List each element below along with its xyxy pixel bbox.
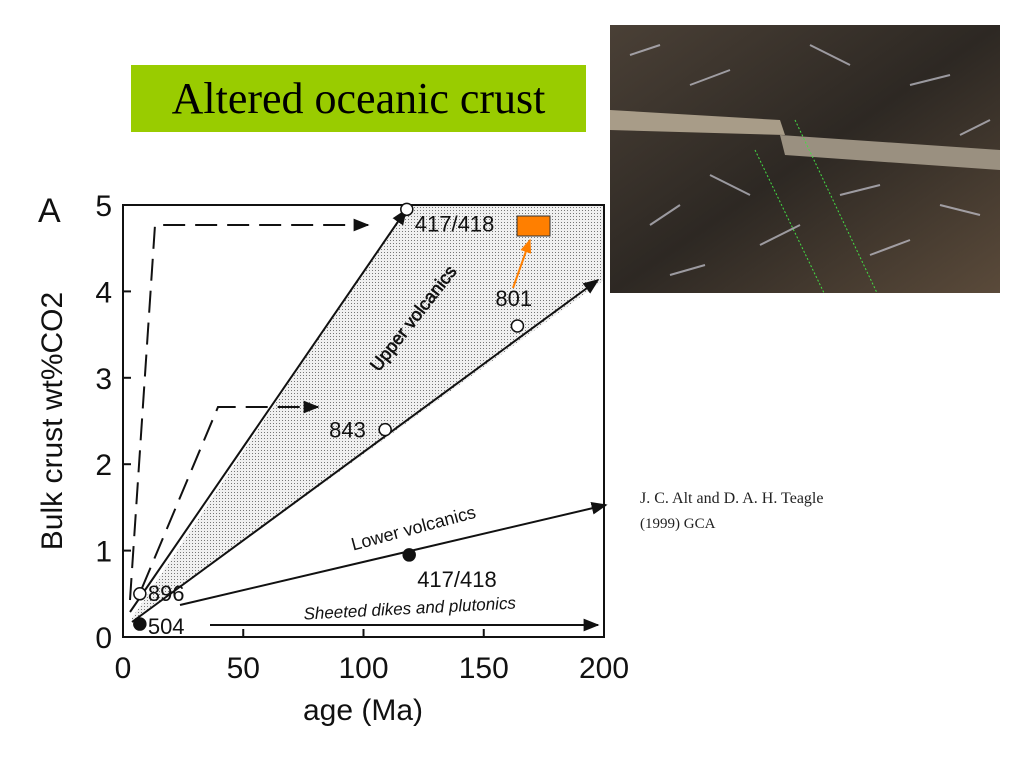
annotation: Lower volcanics: [349, 502, 478, 554]
highlight-box: [516, 215, 551, 237]
y-tick-label: 5: [95, 190, 112, 223]
point-label: 417/418: [415, 211, 495, 236]
x-tick-label: 200: [579, 652, 629, 685]
y-tick-label: 1: [95, 536, 112, 569]
y-tick-label: 3: [95, 363, 112, 396]
point-label: 504: [148, 614, 185, 639]
x-tick-label: 150: [459, 652, 509, 685]
point-label: 417/418: [417, 567, 497, 592]
data-point: [402, 548, 416, 562]
x-axis-label: age (Ma): [303, 694, 423, 727]
data-point: [400, 202, 414, 217]
dashed-path: [141, 400, 320, 589]
data-point: [378, 422, 392, 437]
x-tick-label: 50: [227, 652, 260, 685]
dashed-path: [129, 218, 370, 601]
trend-line: [131, 279, 600, 623]
trend-line: [129, 208, 407, 613]
data-point: [510, 319, 525, 333]
panel-label: A: [38, 192, 61, 230]
data-point: [133, 587, 147, 601]
x-tick-label: 0: [115, 652, 132, 685]
y-tick-label: 2: [95, 449, 112, 482]
annotation: Sheeted dikes and plutonics: [303, 593, 517, 623]
y-axis-label: Bulk crust wt%CO2: [36, 292, 69, 550]
data-point: [133, 617, 147, 631]
y-tick-label: 4: [95, 276, 112, 309]
citation: (1999) GCA: [640, 516, 716, 532]
point-label: 801: [495, 286, 532, 311]
point-label: 843: [329, 418, 366, 443]
title-box: Altered oceanic crust: [131, 65, 586, 132]
y-tick-label: 0: [95, 622, 112, 655]
citation: J. C. Alt and D. A. H. Teagle: [640, 490, 824, 507]
slide-title: Altered oceanic crust: [171, 74, 546, 123]
x-tick-label: 100: [338, 652, 388, 685]
point-label: 896: [148, 581, 185, 606]
photo: [610, 25, 1000, 293]
highlight-arrow: [512, 238, 532, 289]
trend-line: [179, 502, 608, 606]
shaded-region: [132, 205, 604, 622]
